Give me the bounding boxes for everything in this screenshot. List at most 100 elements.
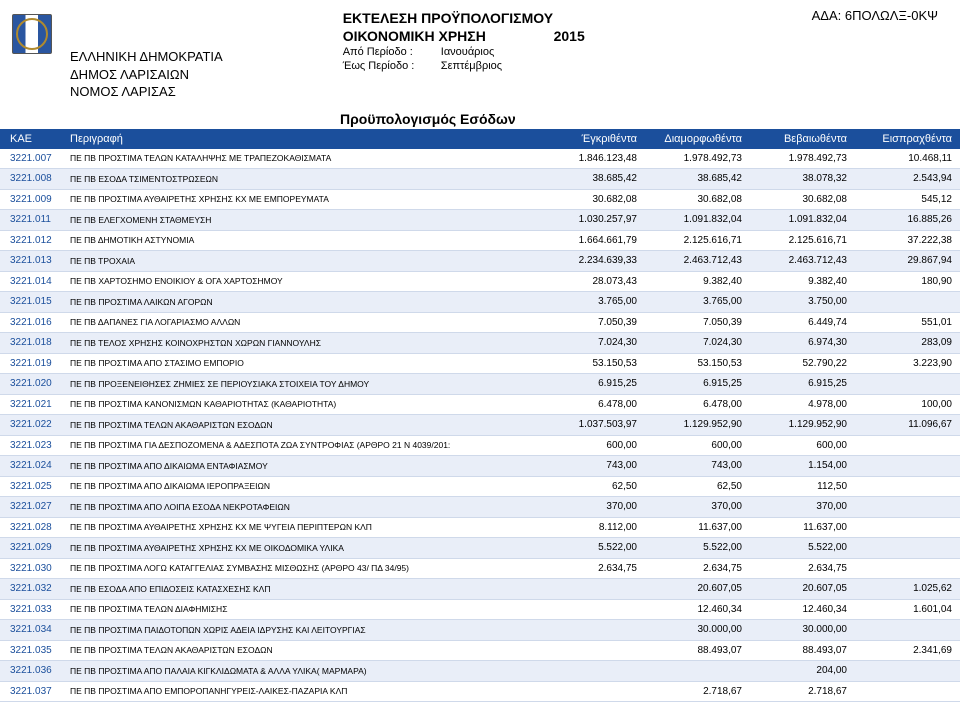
gov-line-1: ΕΛΛΗΝΙΚΗ ΔΗΜΟΚΡΑΤΙΑ [70, 48, 223, 66]
cell-kae: 3221.028 [0, 522, 64, 533]
table-header: ΚΑΕ Περιγραφή Έγκριθέντα Διαμορφωθέντα Β… [0, 129, 960, 149]
cell-desc: ΠΕ ΠΒ ΠΡΟΣΤΙΜΑ ΛΟΓΩ ΚΑΤΑΓΓΕΛΙΑΣ ΣΥΜΒΑΣΗΣ… [64, 563, 540, 573]
cell-desc: ΠΕ ΠΒ ΠΡΟΣΤΙΜΑ ΚΑΝΟΝΙΣΜΩΝ ΚΑΘΑΡΙΟΤΗΤΑΣ (… [64, 399, 540, 409]
cell-value: 1.091.832,04 [645, 214, 750, 225]
cell-value: 2.718,67 [645, 686, 750, 697]
cell-kae: 3221.012 [0, 235, 64, 246]
table-row: 3221.007ΠΕ ΠΒ ΠΡΟΣΤΙΜΑ ΤΕΛΩΝ ΚΑΤΑΛΗΨΗΣ Μ… [0, 149, 960, 170]
cell-kae: 3221.015 [0, 296, 64, 307]
table-row: 3221.013ΠΕ ΠΒ ΤΡΟΧΑΙΑ2.234.639,332.463.7… [0, 251, 960, 272]
table-row: 3221.020ΠΕ ΠΒ ΠΡΟΞΕΝΕΙΘΗΣΕΣ ΖΗΜΙΕΣ ΣΕ ΠΕ… [0, 374, 960, 395]
cell-desc: ΠΕ ΠΒ ΠΡΟΣΤΙΜΑ ΑΥΘΑΙΡΕΤΗΣ ΧΡΗΣΗΣ ΚΧ ΜΕ Ο… [64, 543, 540, 553]
cell-value: 11.637,00 [750, 522, 855, 533]
cell-desc: ΠΕ ΠΒ ΠΡΟΣΤΙΜΑ ΑΥΘΑΙΡΕΤΗΣ ΧΡΗΣΗΣ ΚΧ ΜΕ Ε… [64, 194, 540, 204]
table-row: 3221.024ΠΕ ΠΒ ΠΡΟΣΤΙΜΑ ΑΠΟ ΔΙΚΑΙΩΜΑ ΕΝΤΑ… [0, 456, 960, 477]
cell-kae: 3221.007 [0, 153, 64, 164]
cell-value: 1.664.661,79 [540, 235, 645, 246]
cell-desc: ΠΕ ΠΒ ΠΡΟΣΤΙΜΑ ΓΙΑ ΔΕΣΠΟΖΟΜΕΝΑ & ΑΔΕΣΠΟΤ… [64, 440, 540, 450]
cell-value: 2.718,67 [750, 686, 855, 697]
table-row: 3221.014ΠΕ ΠΒ ΧΑΡΤΟΣΗΜΟ ΕΝΟΙΚΙΟΥ & ΟΓΑ Χ… [0, 272, 960, 293]
cell-value: 7.024,30 [540, 337, 645, 348]
cell-desc: ΠΕ ΠΒ ΕΣΟΔΑ ΑΠΟ ΕΠΙΔΟΣΕΙΣ ΚΑΤΑΣΧΕΣΗΣ ΚΛΠ [64, 584, 540, 594]
cell-value: 551,01 [855, 317, 960, 328]
cell-desc: ΠΕ ΠΒ ΠΡΟΣΤΙΜΑ ΑΥΘΑΙΡΕΤΗΣ ΧΡΗΣΗΣ ΚΧ ΜΕ Ψ… [64, 522, 540, 532]
cell-value: 6.449,74 [750, 317, 855, 328]
gov-line-3: ΝΟΜΟΣ ΛΑΡΙΣΑΣ [70, 83, 223, 101]
cell-value: 600,00 [645, 440, 750, 451]
cell-value: 37.222,38 [855, 235, 960, 246]
table-row: 3221.034ΠΕ ΠΒ ΠΡΟΣΤΙΜΑ ΠΑΙΔΟΤΟΠΩΝ ΧΩΡΙΣ … [0, 620, 960, 641]
table-row: 3221.012ΠΕ ΠΒ ΔΗΜΟΤΙΚΗ ΑΣΤΥΝΟΜΙΑ1.664.66… [0, 231, 960, 252]
cell-desc: ΠΕ ΠΒ ΠΡΟΣΤΙΜΑ ΤΕΛΩΝ ΑΚΑΘΑΡΙΣΤΩΝ ΕΣΟΔΩΝ [64, 645, 540, 655]
table-row: 3221.016ΠΕ ΠΒ ΔΑΠΑΝΕΣ ΓΙΑ ΛΟΓΑΡΙΑΣΜΟ ΑΛΛ… [0, 313, 960, 334]
cell-desc: ΠΕ ΠΒ ΠΡΟΣΤΙΜΑ ΑΠΟ ΛΟΙΠΑ ΕΣΟΔΑ ΝΕΚΡΟΤΑΦΕ… [64, 502, 540, 512]
cell-value: 5.522,00 [540, 542, 645, 553]
cell-value: 5.522,00 [750, 542, 855, 553]
cell-value: 100,00 [855, 399, 960, 410]
cell-kae: 3221.025 [0, 481, 64, 492]
table-row: 3221.028ΠΕ ΠΒ ΠΡΟΣΤΙΜΑ ΑΥΘΑΙΡΕΤΗΣ ΧΡΗΣΗΣ… [0, 518, 960, 539]
cell-kae: 3221.011 [0, 214, 64, 225]
cell-value: 1.025,62 [855, 583, 960, 594]
cell-value: 2.234.639,33 [540, 255, 645, 266]
cell-value: 11.637,00 [645, 522, 750, 533]
cell-value: 30.682,08 [540, 194, 645, 205]
cell-desc: ΠΕ ΠΒ ΔΗΜΟΤΙΚΗ ΑΣΤΥΝΟΜΙΑ [64, 235, 540, 245]
table-row: 3221.018ΠΕ ΠΒ ΤΕΛΟΣ ΧΡΗΣΗΣ ΚΟΙΝΟΧΡΗΣΤΩΝ … [0, 333, 960, 354]
cell-value: 88.493,07 [645, 645, 750, 656]
cell-value: 204,00 [750, 665, 855, 676]
cell-desc: ΠΕ ΠΒ ΠΡΟΣΤΙΜΑ ΑΠΟ ΣΤΑΣΙΜΟ ΕΜΠΟΡΙΟ [64, 358, 540, 368]
cell-value: 10.468,11 [855, 153, 960, 164]
cell-kae: 3221.033 [0, 604, 64, 615]
cell-kae: 3221.014 [0, 276, 64, 287]
table-row: 3221.036ΠΕ ΠΒ ΠΡΟΣΤΙΜΑ ΑΠΟ ΠΑΛΑΙΑ ΚΙΓΚΛΙ… [0, 661, 960, 682]
cell-kae: 3221.018 [0, 337, 64, 348]
table-row: 3221.011ΠΕ ΠΒ ΕΛΕΓΧΟΜΕΝΗ ΣΤΑΘΜΕΥΣΗ1.030.… [0, 210, 960, 231]
cell-value: 88.493,07 [750, 645, 855, 656]
cell-value: 6.974,30 [750, 337, 855, 348]
cell-value: 600,00 [750, 440, 855, 451]
cell-value: 1.978.492,73 [645, 153, 750, 164]
cell-value: 1.030.257,97 [540, 214, 645, 225]
cell-value: 743,00 [645, 460, 750, 471]
cell-value: 2.125.616,71 [750, 235, 855, 246]
cell-value: 6.915,25 [750, 378, 855, 389]
cell-value: 30.000,00 [645, 624, 750, 635]
cell-value: 52.790,22 [750, 358, 855, 369]
cell-value: 1.129.952,90 [645, 419, 750, 430]
cell-kae: 3221.016 [0, 317, 64, 328]
cell-desc: ΠΕ ΠΒ ΤΕΛΟΣ ΧΡΗΣΗΣ ΚΟΙΝΟΧΡΗΣΤΩΝ ΧΩΡΩΝ ΓΙ… [64, 338, 540, 348]
cell-kae: 3221.020 [0, 378, 64, 389]
cell-value: 370,00 [540, 501, 645, 512]
col-header-certified: Βεβαιωθέντα [750, 133, 855, 145]
cell-value: 7.050,39 [645, 317, 750, 328]
cell-value: 3.223,90 [855, 358, 960, 369]
cell-value: 545,12 [855, 194, 960, 205]
cell-value: 6.478,00 [645, 399, 750, 410]
cell-value: 38.685,42 [540, 173, 645, 184]
col-header-approved: Έγκριθέντα [540, 133, 645, 145]
cell-value: 180,90 [855, 276, 960, 287]
table-row: 3221.032ΠΕ ΠΒ ΕΣΟΔΑ ΑΠΟ ΕΠΙΔΟΣΕΙΣ ΚΑΤΑΣΧ… [0, 579, 960, 600]
table-row: 3221.008ΠΕ ΠΒ ΕΣΟΔΑ ΤΣΙΜΕΝΤΟΣΤΡΩΣΕΩΝ38.6… [0, 169, 960, 190]
cell-value: 3.750,00 [750, 296, 855, 307]
cell-value: 6.478,00 [540, 399, 645, 410]
cell-value: 62,50 [645, 481, 750, 492]
cell-value: 2.463.712,43 [645, 255, 750, 266]
table-row: 3221.025ΠΕ ΠΒ ΠΡΟΣΤΙΜΑ ΑΠΟ ΔΙΚΑΙΩΜΑ ΙΕΡΟ… [0, 477, 960, 498]
cell-kae: 3221.027 [0, 501, 64, 512]
cell-desc: ΠΕ ΠΒ ΠΡΟΣΤΙΜΑ ΤΕΛΩΝ ΑΚΑΘΑΡΙΣΤΩΝ ΕΣΟΔΩΝ [64, 420, 540, 430]
cell-value: 2.543,94 [855, 173, 960, 184]
cell-desc: ΠΕ ΠΒ ΠΡΟΣΤΙΜΑ ΑΠΟ ΠΑΛΑΙΑ ΚΙΓΚΛΙΔΩΜΑΤΑ &… [64, 666, 540, 676]
section-title: Προϋπολογισμός Εσόδων [340, 111, 960, 127]
cell-value: 2.463.712,43 [750, 255, 855, 266]
period-to-label: Έως Περίοδο : [343, 60, 438, 72]
cell-kae: 3221.029 [0, 542, 64, 553]
table-row: 3221.023ΠΕ ΠΒ ΠΡΟΣΤΙΜΑ ΓΙΑ ΔΕΣΠΟΖΟΜΕΝΑ &… [0, 436, 960, 457]
cell-value: 12.460,34 [750, 604, 855, 615]
ada-code: ΑΔΑ: 6ΠΟΛΩΛΞ-0ΚΨ [812, 8, 938, 23]
cell-kae: 3221.037 [0, 686, 64, 697]
cell-value: 1.091.832,04 [750, 214, 855, 225]
cell-value: 30.000,00 [750, 624, 855, 635]
cell-desc: ΠΕ ΠΒ ΔΑΠΑΝΕΣ ΓΙΑ ΛΟΓΑΡΙΑΣΜΟ ΑΛΛΩΝ [64, 317, 540, 327]
